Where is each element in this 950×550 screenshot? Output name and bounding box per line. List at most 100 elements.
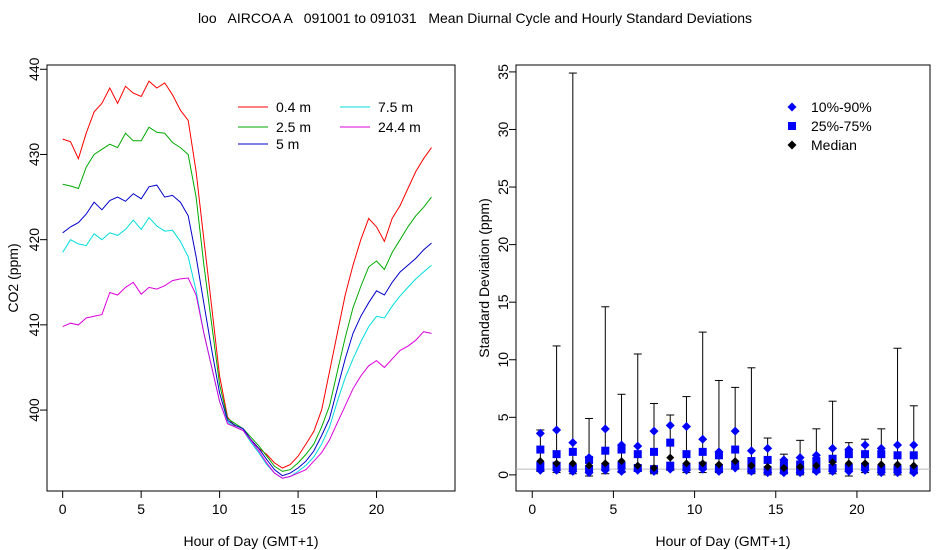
p25-75-high-point (601, 446, 610, 455)
p25-75-high-point (747, 457, 756, 466)
p25-75-low-point (877, 465, 886, 474)
median-point (698, 459, 707, 468)
p25-75-high-point (698, 447, 707, 456)
legend-label: 7.5 m (378, 99, 413, 115)
median-point (617, 457, 626, 466)
p25-75-low-point (893, 465, 902, 474)
left-y-axis-label: CO2 (ppm) (5, 243, 21, 312)
p10-90-high-point (600, 424, 610, 434)
median-point (633, 461, 642, 470)
series-line-0-4-m (62, 80, 432, 469)
p25-75-high-point (617, 445, 626, 454)
p10-90-high-point (665, 420, 675, 430)
median-point (844, 459, 853, 468)
left-x-axis-label: Hour of Day (GMT+1) (184, 533, 319, 549)
median-point (650, 463, 658, 472)
median-point (763, 462, 772, 471)
legend-label: 0.4 m (276, 99, 311, 115)
left-x-tick-label: 10 (212, 501, 228, 517)
right-y-tick-label: 35 (495, 64, 511, 80)
left-x-tick-label: 0 (59, 501, 67, 517)
left-x-tick-label: 5 (137, 501, 145, 517)
median-point (828, 458, 837, 467)
median-point (714, 460, 723, 469)
median-point (796, 462, 805, 471)
legend-label: 10%-90% (811, 99, 872, 115)
p25-75-high-point (666, 438, 675, 447)
legend-label: 5 m (276, 136, 299, 152)
median-point (601, 459, 610, 468)
median-point (666, 453, 675, 462)
left-plot-frame (46, 64, 456, 492)
p10-90-high-point (552, 425, 562, 435)
p10-90-high-point (649, 426, 659, 436)
p10-90-high-point (893, 440, 903, 450)
right-y-tick-label: 15 (495, 294, 511, 310)
p25-75-high-point (844, 450, 853, 459)
p25-75-high-point (633, 450, 642, 459)
median-point (682, 459, 691, 468)
p25-75-high-point (552, 450, 561, 459)
left-x-tick-label: 20 (369, 501, 385, 517)
p25-75-high-point (893, 451, 902, 460)
left-y-tick-label: 400 (26, 398, 42, 422)
right-x-tick-label: 15 (768, 501, 784, 517)
p10-90-high-point (746, 446, 756, 456)
chart-title: loo AIRCOA A 091001 to 091031 Mean Diurn… (197, 10, 753, 26)
p25-75-high-point (650, 447, 658, 456)
median-point (731, 457, 740, 466)
left-y-tick-label: 430 (26, 143, 42, 167)
left-y-tick-label: 440 (26, 57, 42, 81)
right-plot-frame (515, 64, 931, 492)
p10-90-high-point (730, 426, 740, 436)
median-point (747, 461, 756, 470)
legend-label: 25%-75% (811, 118, 872, 134)
p25-75-high-point (812, 457, 821, 466)
series-line-5-m (62, 184, 432, 477)
median-point (861, 459, 870, 468)
p25-75-high-point (714, 451, 723, 460)
p25-75-high-point (861, 450, 870, 459)
legend-label: Median (811, 137, 857, 153)
p10-90-high-point (568, 438, 578, 448)
p10-90-high-point (828, 443, 838, 453)
p25-75-high-point (731, 445, 740, 454)
median-point (552, 459, 561, 468)
p25-75-high-point (682, 450, 691, 459)
p10-90-high-point (795, 453, 805, 463)
p25-75-low-point (568, 463, 577, 472)
right-x-tick-label: 5 (610, 501, 618, 517)
p25-75-high-point (568, 447, 577, 456)
p25-75-high-point (909, 451, 918, 460)
legend-marker (787, 102, 797, 112)
right-y-tick-label: 25 (495, 179, 511, 195)
p10-90-high-point (535, 428, 545, 438)
legend-marker (787, 140, 797, 150)
median-point (812, 461, 821, 470)
right-y-tick-label: 10 (495, 352, 511, 368)
median-point (877, 460, 886, 469)
right-y-axis-label: Standard Deviation (ppm) (476, 198, 492, 358)
left-x-tick-label: 15 (290, 501, 306, 517)
median-point (893, 460, 902, 469)
p25-75-low-point (666, 461, 675, 470)
series-line-24-4-m (62, 277, 432, 479)
legend-label: 2.5 m (276, 119, 311, 135)
p10-90-high-point (763, 443, 773, 453)
right-x-tick-label: 0 (528, 501, 536, 517)
p10-90-high-point (681, 422, 691, 432)
p25-75-high-point (585, 455, 594, 464)
right-x-tick-label: 10 (687, 501, 703, 517)
series-line-2-5-m (62, 126, 432, 472)
right-y-tick-label: 20 (495, 237, 511, 253)
p25-75-high-point (536, 445, 545, 454)
series-line-7-5-m (62, 216, 432, 479)
p10-90-high-point (860, 440, 870, 450)
p25-75-low-point (617, 461, 626, 470)
p25-75-high-point (763, 455, 772, 464)
p25-75-low-point (536, 461, 545, 470)
left-y-tick-label: 410 (26, 313, 42, 337)
p25-75-low-point (844, 463, 853, 472)
median-point (909, 461, 918, 470)
